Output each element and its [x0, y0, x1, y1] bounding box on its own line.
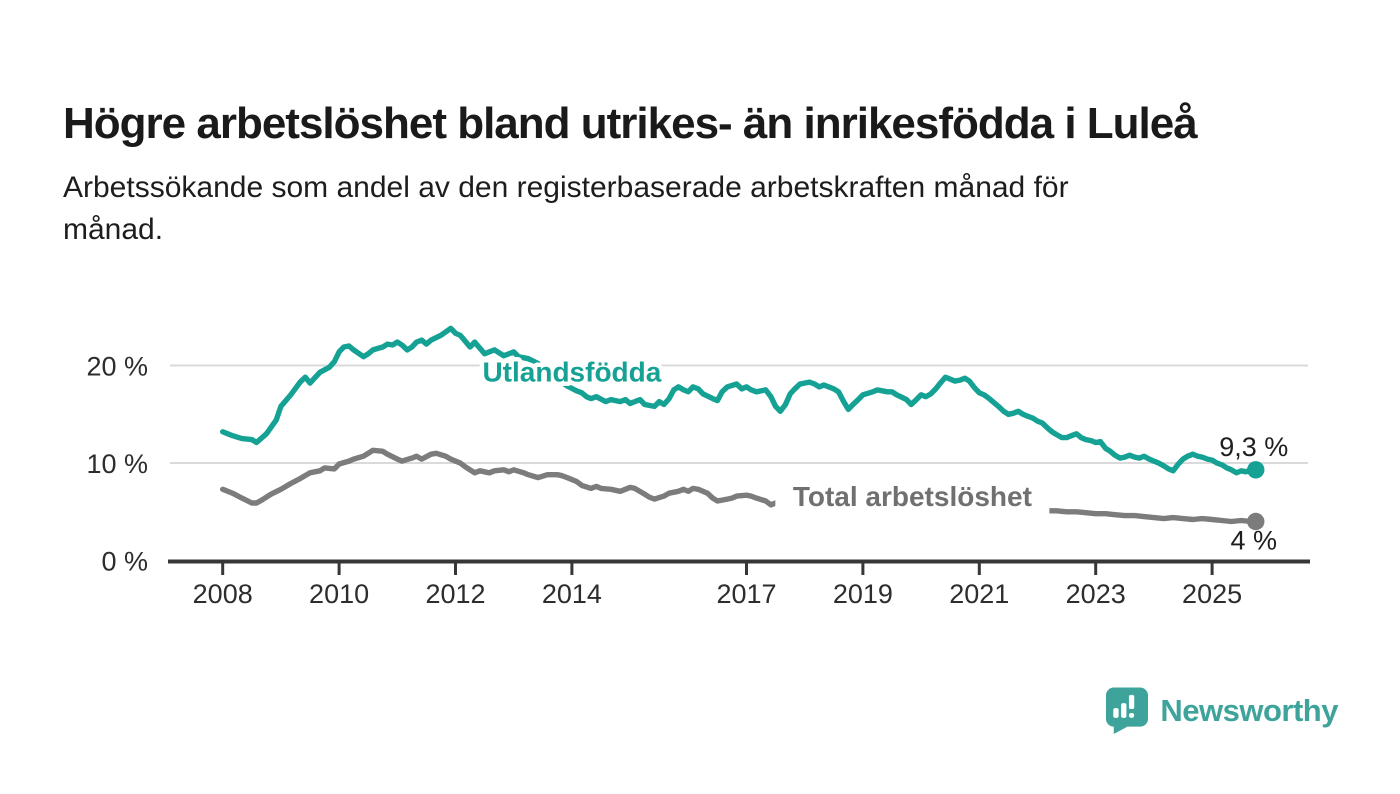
- page-title: Högre arbetslöshet bland utrikes- än inr…: [63, 99, 1198, 149]
- series-label-halo-utlandsf-dda: Utlandsfödda: [482, 356, 661, 387]
- series-line-total-arbetsl-shet: [219, 447, 1259, 525]
- series-label-total-arbetsl-shet: Total arbetslöshet: [793, 481, 1032, 512]
- y-tick-label-0: 0 %: [101, 547, 148, 577]
- x-tick-label-2012: 2012: [425, 579, 485, 609]
- newsworthy-logo: Newsworthy: [1105, 687, 1338, 735]
- y-tick-label-10: 10 %: [86, 449, 148, 479]
- newsworthy-logo-icon: [1106, 687, 1149, 734]
- end-value-label-total-arbetsl-shet: 4 %: [1230, 526, 1277, 556]
- x-tick-label-2017: 2017: [716, 579, 776, 609]
- newsworthy-wordmark: Newsworthy: [1160, 693, 1338, 728]
- x-tick-label-2023: 2023: [1066, 579, 1126, 609]
- series-line-utlandsf-dda: [219, 325, 1259, 476]
- end-dot-total-arbetsl-shet: [1247, 512, 1265, 531]
- end-dot-utlandsf-dda: [1247, 461, 1265, 479]
- x-tick-label-2021: 2021: [949, 579, 1009, 609]
- subtitle-line-1: Arbetssökande som andel av den registerb…: [63, 171, 1069, 204]
- x-tick-label-2008: 2008: [193, 579, 253, 609]
- y-tick-label-20: 20 %: [86, 352, 148, 382]
- x-tick-label-2025: 2025: [1182, 579, 1242, 609]
- logo-exclamation-dot: [1129, 712, 1135, 718]
- x-tick-label-2014: 2014: [542, 579, 602, 609]
- page-subtitle: Arbetssökande som andel av den registerb…: [63, 167, 1069, 251]
- logo-exclamation-bar: [1129, 694, 1135, 710]
- x-tick-label-2010: 2010: [309, 579, 369, 609]
- subtitle-line-2: månad.: [63, 213, 164, 246]
- logo-bar-1: [1113, 708, 1119, 718]
- end-value-label-utlandsf-dda: 9,3 %: [1219, 432, 1288, 462]
- logo-bar-2: [1121, 703, 1127, 718]
- series-label-bg-total-arbetsl-shet: [775, 479, 1050, 518]
- series-label-utlandsf-dda: Utlandsfödda: [482, 356, 661, 387]
- x-tick-label-2019: 2019: [833, 579, 893, 609]
